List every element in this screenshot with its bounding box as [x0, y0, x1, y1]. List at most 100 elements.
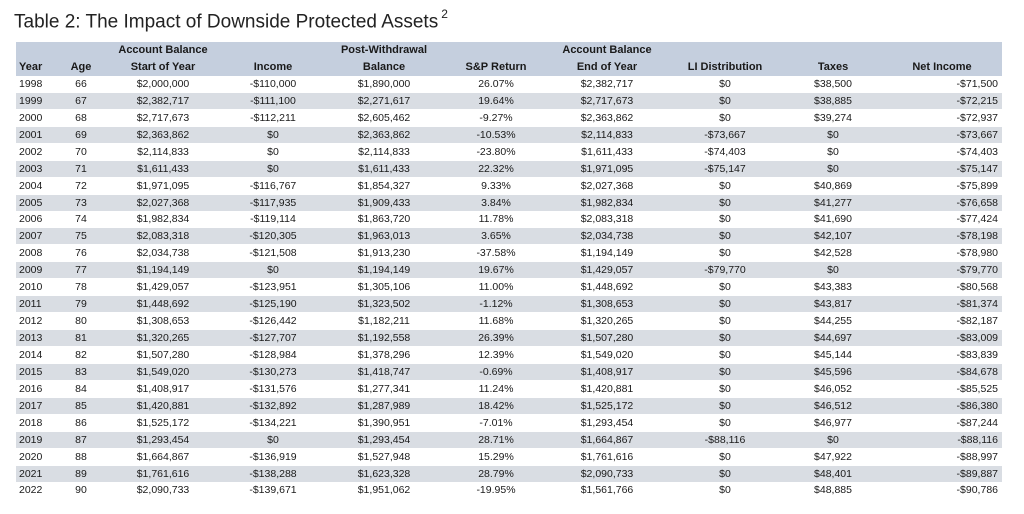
cell-sp-return: 11.78%: [444, 211, 548, 229]
cell-taxes: $41,277: [784, 194, 882, 212]
cell-li-distribution: $0: [666, 448, 784, 466]
cell-year: 1999: [16, 92, 58, 110]
cell-income: -$120,305: [222, 227, 324, 246]
table-row: 2001 69 $2,363,862 $0 $2,363,862 -10.53% $2,11…: [16, 126, 1002, 144]
cell-income: -$126,442: [222, 312, 324, 331]
cell-year: 2000: [16, 109, 58, 127]
cell-balance-start: $1,982,834: [104, 211, 222, 229]
header-li-distribution: LI Distribution: [666, 59, 784, 76]
cell-income: -$116,767: [222, 177, 324, 195]
header-age: Age: [58, 59, 104, 76]
cell-income: -$111,100: [222, 92, 324, 110]
cell-income: -$134,221: [222, 414, 324, 432]
cell-balance-start: $1,408,917: [104, 380, 222, 398]
cell-balance-end: $2,382,717: [548, 76, 666, 93]
cell-age: 85: [58, 397, 104, 415]
cell-li-distribution: $0: [666, 227, 784, 246]
cell-income: -$139,671: [222, 482, 324, 500]
cell-net-income: -$82,187: [882, 312, 1002, 331]
cell-year: 2003: [16, 160, 58, 178]
header-top-blank: [58, 42, 104, 59]
cell-taxes: $44,697: [784, 329, 882, 347]
cell-taxes: $38,500: [784, 76, 882, 93]
table-row: 2022 90 $2,090,733 -$139,671 $1,951,062 -19.9…: [16, 482, 1002, 500]
cell-age: 81: [58, 329, 104, 347]
cell-income: -$136,919: [222, 448, 324, 466]
cell-age: 68: [58, 109, 104, 127]
header-sp-return: S&P Return: [444, 59, 548, 76]
cell-age: 88: [58, 448, 104, 466]
cell-post-withdrawal: $1,305,106: [324, 278, 444, 297]
table-row: 2007 75 $2,083,318 -$120,305 $1,963,013 3.65%…: [16, 227, 1002, 246]
cell-sp-return: 11.68%: [444, 312, 548, 331]
cell-balance-start: $2,083,318: [104, 227, 222, 246]
downside-protected-assets-table: Account Balance Post-Withdrawal Account …: [16, 42, 1002, 500]
cell-balance-start: $1,549,020: [104, 363, 222, 381]
cell-li-distribution: $0: [666, 278, 784, 297]
cell-post-withdrawal: $1,194,149: [324, 261, 444, 280]
cell-age: 90: [58, 482, 104, 500]
cell-balance-start: $2,034,738: [104, 244, 222, 263]
cell-li-distribution: $0: [666, 329, 784, 347]
cell-net-income: -$81,374: [882, 295, 1002, 314]
cell-li-distribution: $0: [666, 482, 784, 500]
cell-age: 80: [58, 312, 104, 331]
cell-sp-return: 19.64%: [444, 92, 548, 110]
table-row: 2009 77 $1,194,149 $0 $1,194,149 19.67% $1,429…: [16, 261, 1002, 280]
footnote-marker: 2: [441, 7, 448, 21]
cell-balance-end: $1,293,454: [548, 414, 666, 432]
cell-balance-end: $1,448,692: [548, 278, 666, 297]
cell-balance-end: $1,194,149: [548, 244, 666, 263]
cell-balance-end: $1,982,834: [548, 194, 666, 212]
cell-post-withdrawal: $1,287,989: [324, 397, 444, 415]
cell-balance-end: $1,507,280: [548, 329, 666, 347]
cell-income: -$110,000: [222, 76, 324, 93]
cell-income: -$117,935: [222, 194, 324, 212]
cell-balance-end: $2,090,733: [548, 465, 666, 483]
table-row: 2010 78 $1,429,057 -$123,951 $1,305,106 11.00…: [16, 278, 1002, 297]
cell-net-income: -$72,215: [882, 92, 1002, 110]
cell-li-distribution: -$75,147: [666, 160, 784, 178]
cell-age: 78: [58, 278, 104, 297]
cell-li-distribution: $0: [666, 397, 784, 415]
cell-sp-return: 28.71%: [444, 431, 548, 449]
cell-year: 2017: [16, 397, 58, 415]
cell-income: -$132,892: [222, 397, 324, 415]
cell-age: 84: [58, 380, 104, 398]
cell-taxes: $44,255: [784, 312, 882, 331]
cell-age: 73: [58, 194, 104, 212]
header-top-balance-start: Account Balance: [104, 42, 222, 59]
cell-taxes: $46,977: [784, 414, 882, 432]
cell-age: 74: [58, 211, 104, 229]
cell-li-distribution: $0: [666, 380, 784, 398]
cell-taxes: $40,869: [784, 177, 882, 195]
table-row: 2015 83 $1,549,020 -$130,273 $1,418,747 -0.69…: [16, 363, 1002, 381]
cell-balance-start: $2,000,000: [104, 76, 222, 93]
cell-year: 2020: [16, 448, 58, 466]
cell-age: 77: [58, 261, 104, 280]
table-row: 2011 79 $1,448,692 -$125,190 $1,323,502 -1.12…: [16, 295, 1002, 314]
cell-age: 79: [58, 295, 104, 314]
cell-post-withdrawal: $2,271,617: [324, 92, 444, 110]
cell-li-distribution: $0: [666, 295, 784, 314]
table-row: 2008 76 $2,034,738 -$121,508 $1,913,230 -37.5…: [16, 244, 1002, 263]
cell-li-distribution: $0: [666, 109, 784, 127]
header-row: Year Age Start of Year Income Balance S&…: [16, 59, 1002, 76]
cell-net-income: -$88,997: [882, 448, 1002, 466]
header-top-blank: [16, 42, 58, 59]
cell-taxes: $43,383: [784, 278, 882, 297]
cell-li-distribution: $0: [666, 414, 784, 432]
header-top-balance-end: Account Balance: [548, 42, 666, 59]
table-row: 2019 87 $1,293,454 $0 $1,293,454 28.71% $1,664…: [16, 431, 1002, 449]
cell-post-withdrawal: $2,363,862: [324, 126, 444, 144]
cell-year: 2014: [16, 346, 58, 364]
cell-taxes: $0: [784, 143, 882, 161]
cell-taxes: $47,922: [784, 448, 882, 466]
cell-post-withdrawal: $1,854,327: [324, 177, 444, 195]
cell-post-withdrawal: $1,913,230: [324, 244, 444, 263]
header-net-income: Net Income: [882, 59, 1002, 76]
cell-net-income: -$89,887: [882, 465, 1002, 483]
cell-net-income: -$75,147: [882, 160, 1002, 178]
cell-income: -$123,951: [222, 278, 324, 297]
cell-year: 2021: [16, 465, 58, 483]
